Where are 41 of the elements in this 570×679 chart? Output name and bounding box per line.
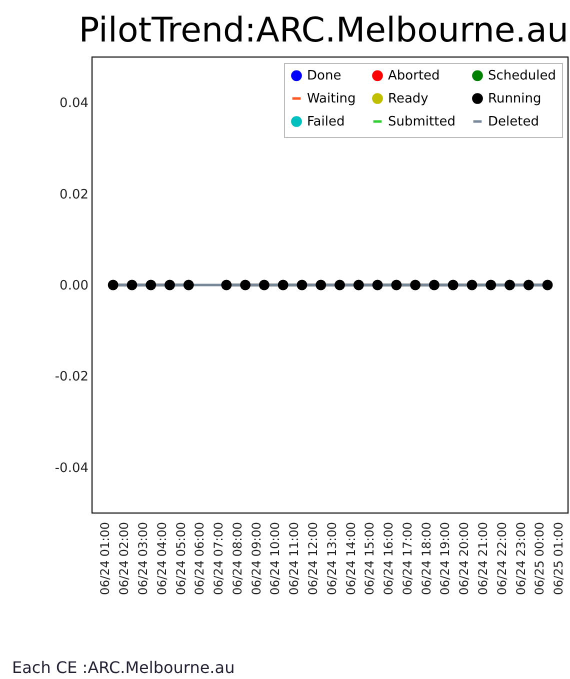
- x-tick-label: 06/24 19:00: [438, 522, 452, 595]
- text: Each CE :ARC.Melbourne.au: [12, 658, 235, 677]
- x-tick-label: 06/24 05:00: [174, 522, 188, 595]
- chart-title: PilotTrend:ARC.Melbourne.au: [78, 10, 568, 50]
- y-tick-label: 0.00: [60, 278, 88, 294]
- legend-label: Aborted: [388, 68, 440, 84]
- y-tick-label: -0.04: [54, 460, 88, 476]
- legend-label: Done: [307, 68, 342, 84]
- x-tick-label: 06/24 07:00: [212, 522, 226, 595]
- x-tick-label: 06/24 04:00: [154, 522, 169, 595]
- x-tick-label: 06/24 14:00: [344, 522, 358, 595]
- x-tick-label: 06/24 01:00: [98, 522, 112, 595]
- x-tick-label: 06/24 23:00: [514, 522, 528, 595]
- x-tick-label: 06/24 03:00: [136, 522, 150, 595]
- x-tick-label: 06/24 08:00: [230, 522, 244, 595]
- legend-label: Failed: [307, 114, 345, 130]
- legend-label: Ready: [388, 92, 429, 106]
- x-tick-label: 06/24 10:00: [268, 522, 282, 595]
- x-tick-label: 06/24 11:00: [287, 522, 302, 595]
- x-tick-label: 06/25 00:00: [532, 522, 547, 595]
- x-tick-label: 06/24 21:00: [476, 522, 490, 595]
- legend-label: Deleted: [488, 114, 539, 130]
- legend-label: Submitted: [388, 114, 456, 130]
- x-tick-label: 06/24 16:00: [382, 522, 396, 595]
- x-tick-label: 06/24 22:00: [494, 522, 509, 595]
- x-tick-label: 06/24 12:00: [306, 522, 320, 595]
- legend-label: Scheduled: [488, 68, 556, 84]
- x-tick-label: 06/24 09:00: [249, 522, 264, 595]
- x-tick-label: 06/24 17:00: [400, 522, 414, 595]
- y-tick-label: -0.02: [54, 370, 88, 385]
- legend-label: Waiting: [307, 92, 356, 106]
- legend-label: Running: [488, 92, 542, 106]
- x-tick-label: 06/25 01:00: [552, 522, 566, 595]
- x-tick-label: 06/24 02:00: [117, 522, 132, 595]
- y-tick-label: 0.04: [60, 96, 88, 112]
- x-tick-label: 06/24 20:00: [457, 522, 472, 595]
- x-tick-label: 06/24 06:00: [192, 522, 207, 595]
- x-tick-label: 06/24 18:00: [419, 522, 434, 595]
- y-tick-label: 0.02: [60, 187, 88, 202]
- x-tick-label: 06/24 13:00: [324, 522, 339, 595]
- x-tick-label: 06/24 15:00: [362, 522, 377, 595]
